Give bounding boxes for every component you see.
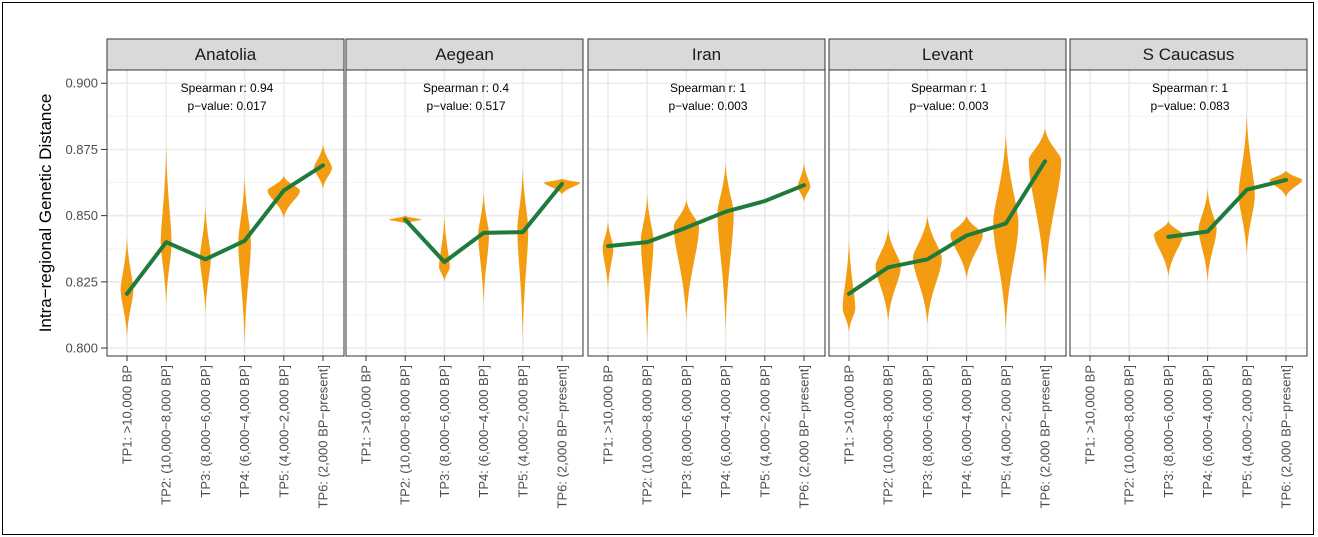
- median-trend-line: [847, 159, 1047, 296]
- violin: [875, 228, 901, 322]
- violin: [993, 133, 1019, 330]
- x-tick-label: TP3: (8,000−6,000 BP]: [1161, 365, 1176, 498]
- x-tick-label: TP1: >10,000 BP: [359, 365, 374, 464]
- x-tick-label: TP6: (2,000 BP−present]: [797, 365, 812, 508]
- y-tick-label: 0.825: [65, 274, 98, 289]
- x-tick-label: TP4: (6,000−4,000 BP]: [476, 365, 491, 498]
- violin: [1198, 189, 1217, 282]
- x-tick-label: TP6: (2,000 BP−present]: [555, 365, 570, 508]
- x-tick-label: TP6: (2,000 BP−present]: [1279, 365, 1294, 508]
- violin: [478, 191, 489, 306]
- violin: [717, 162, 734, 333]
- x-tick-label: TP3: (8,000−6,000 BP]: [920, 365, 935, 498]
- spearman-annotation: Spearman r: 1: [670, 81, 746, 95]
- violin: [602, 220, 614, 290]
- violin: [1269, 170, 1303, 198]
- x-tick-label: TP4: (6,000−4,000 BP]: [237, 365, 252, 498]
- panel-strip: [828, 38, 1067, 71]
- x-tick-label: TP1: >10,000 BP: [120, 365, 135, 464]
- panel-strip-label: Anatolia: [195, 45, 257, 64]
- spearman-annotation: Spearman r: 1: [1152, 81, 1228, 95]
- spearman-annotation: Spearman r: 0.4: [423, 81, 509, 95]
- panel-background: [588, 70, 825, 356]
- y-tick-label: 0.850: [65, 208, 98, 223]
- panel-iran: Iran Spearman r: 1 p−value: 0.003 TP1: >10,…: [587, 38, 826, 508]
- panel-background: [107, 70, 344, 356]
- panel-anatolia: Anatolia Spearman r: 0.94 p−value: 0.017 TP…: [106, 38, 345, 508]
- panel-border: [587, 69, 826, 357]
- x-tick-label: TP5: (4,000−2,000 BP]: [757, 365, 772, 498]
- pvalue-annotation: p−value: 0.017: [187, 99, 266, 113]
- violin: [842, 239, 856, 333]
- panel-border: [1069, 69, 1308, 357]
- panel-border: [106, 69, 345, 357]
- panel-strip-label: Iran: [692, 45, 721, 64]
- spearman-annotation: Spearman r: 1: [911, 81, 987, 95]
- panel-background: [829, 70, 1066, 356]
- x-tick-label: TP2: (10,000−8,000 BP]: [398, 365, 413, 505]
- pvalue-annotation: p−value: 0.003: [668, 99, 747, 113]
- y-tick-label: 0.900: [65, 76, 98, 91]
- violin: [1028, 128, 1062, 288]
- x-tick-label: TP5: (4,000−2,000 BP]: [515, 365, 530, 498]
- violin: [160, 146, 172, 306]
- x-tick-label: TP4: (6,000−4,000 BP]: [718, 365, 733, 498]
- x-tick-label: TP4: (6,000−4,000 BP]: [1200, 365, 1215, 498]
- panel-aegean: Aegean Spearman r: 0.4 p−value: 0.517 TP1: …: [345, 38, 584, 508]
- panel-strip: [587, 38, 826, 71]
- violin: [797, 162, 811, 203]
- pvalue-annotation: p−value: 0.003: [909, 99, 988, 113]
- panel-strip-label: Aegean: [435, 45, 494, 64]
- x-tick-label: TP5: (4,000−2,000 BP]: [998, 365, 1013, 498]
- y-tick-label: 0.800: [65, 341, 98, 356]
- violin: [913, 215, 942, 325]
- median-trend-line: [125, 163, 325, 296]
- x-tick-label: TP3: (8,000−6,000 BP]: [679, 365, 694, 498]
- x-tick-label: TP3: (8,000−6,000 BP]: [198, 365, 213, 498]
- panel-strip-label: Levant: [922, 45, 973, 64]
- x-tick-label: TP1: >10,000 BP: [842, 365, 857, 464]
- violin: [120, 236, 134, 338]
- pvalue-annotation: p−value: 0.083: [1150, 99, 1229, 113]
- panel-border: [828, 69, 1067, 357]
- y-axis-title: Intra−regional Genetic Distance: [36, 94, 55, 333]
- violin: [517, 167, 529, 341]
- panel-s-caucasus: S Caucasus Spearman r: 1 p−value: 0.083 TP1…: [1069, 38, 1308, 508]
- x-tick-label: TP2: (10,000−8,000 BP]: [1122, 365, 1137, 505]
- panel-background: [1070, 70, 1307, 356]
- pvalue-annotation: p−value: 0.517: [426, 99, 505, 113]
- x-tick-label: TP2: (10,000−8,000 BP]: [881, 365, 896, 505]
- x-tick-label: TP5: (4,000−2,000 BP]: [1239, 365, 1254, 498]
- x-tick-label: TP5: (4,000−2,000 BP]: [276, 365, 291, 498]
- x-tick-label: TP6: (2,000 BP−present]: [1038, 365, 1053, 508]
- x-tick-label: TP3: (8,000−6,000 BP]: [437, 365, 452, 498]
- violin: [439, 215, 450, 282]
- spearman-annotation: Spearman r: 0.94: [181, 81, 274, 95]
- x-tick-label: TP1: >10,000 BP: [1083, 365, 1098, 464]
- violin: [1238, 115, 1255, 256]
- x-tick-label: TP2: (10,000−8,000 BP]: [640, 365, 655, 505]
- y-tick-label: 0.875: [65, 142, 98, 157]
- median-trend-line: [606, 183, 806, 249]
- median-trend-line: [403, 181, 564, 264]
- panel-strip: [106, 38, 345, 71]
- x-tick-label: TP2: (10,000−8,000 BP]: [159, 365, 174, 505]
- violin: [238, 175, 251, 346]
- x-tick-label: TP6: (2,000 BP−present]: [316, 365, 331, 508]
- panel-strip: [1069, 38, 1308, 71]
- panel-border: [345, 69, 584, 357]
- panel-strip-label: S Caucasus: [1143, 45, 1235, 64]
- x-tick-label: TP1: >10,000 BP: [601, 365, 616, 464]
- median-trend-line: [1166, 177, 1288, 239]
- x-tick-label: TP4: (6,000−4,000 BP]: [959, 365, 974, 498]
- violin: [640, 194, 654, 341]
- panel-background: [346, 70, 583, 356]
- panel-levant: Levant Spearman r: 1 p−value: 0.003 TP1: >1…: [828, 38, 1067, 508]
